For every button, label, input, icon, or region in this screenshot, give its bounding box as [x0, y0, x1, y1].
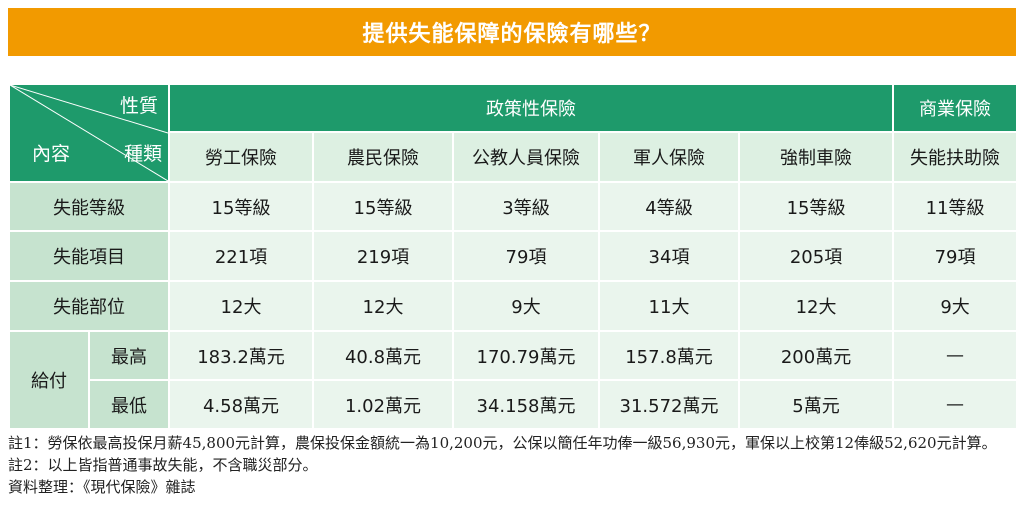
table-cell: 40.8萬元: [312, 330, 454, 381]
table-cell: 183.2萬元: [168, 330, 314, 381]
page-title: 提供失能保障的保險有哪些？: [362, 22, 662, 47]
column-header: 農民保險: [312, 131, 454, 183]
row-label-disability-parts: 失能部位: [8, 280, 170, 332]
table-cell: 12大: [168, 280, 314, 332]
table-cell: 9大: [892, 280, 1019, 332]
table-cell: 200萬元: [737, 330, 895, 381]
source-note: 資料整理：《現代保險》雜誌: [8, 478, 196, 496]
table-cell: 34項: [598, 230, 740, 282]
insurance-table: 性質 種類 內容 政策性保險 商業保險 勞工保險 農民保險 公教人員保險 軍人保…: [8, 83, 1019, 430]
row-label-disability-items: 失能項目: [8, 230, 170, 282]
table-row: 失能部位 12大 12大 9大 11大 12大 9大: [8, 280, 1019, 332]
table-cell: 170.79萬元: [452, 330, 600, 381]
table-row: 失能項目 221項 219項 79項 34項 205項 79項: [8, 230, 1019, 282]
row-label-payout: 給付: [8, 330, 90, 430]
table-cell: 15等級: [168, 181, 314, 232]
table-cell: 11等級: [892, 181, 1019, 232]
table-row: 給付 最高 183.2萬元 40.8萬元 170.79萬元 157.8萬元 20…: [8, 330, 1019, 430]
table-cell: 205項: [737, 230, 895, 282]
column-header: 公教人員保險: [452, 131, 600, 183]
table-cell: 34.158萬元: [452, 379, 600, 430]
table-cell: 1.02萬元: [312, 379, 454, 430]
table-cell: 219項: [312, 230, 454, 282]
corner-content-label: 內容: [32, 143, 71, 165]
column-header: 軍人保險: [598, 131, 740, 183]
footnote-2: 註2：以上皆指普通事故失能，不含職災部分。: [8, 456, 318, 474]
table-cell: 3等級: [452, 181, 600, 232]
table-cell: 31.572萬元: [598, 379, 740, 430]
corner-nature-label: 性質: [119, 95, 158, 117]
table-cell: 157.8萬元: [598, 330, 740, 381]
table-cell: 221項: [168, 230, 314, 282]
title-banner: 提供失能保障的保險有哪些？: [8, 8, 1016, 56]
table-cell: 79項: [892, 230, 1019, 282]
table-cell: 15等級: [737, 181, 895, 232]
table-cell: 4等級: [598, 181, 740, 232]
table-cell: 11大: [598, 280, 740, 332]
corner-type-label: 種類: [123, 143, 162, 165]
row-label-payout-max: 最高: [88, 330, 170, 381]
table-cell: 79項: [452, 230, 600, 282]
table-cell: 12大: [737, 280, 895, 332]
table-row: 失能等級 15等級 15等級 3等級 4等級 15等級 11等級: [8, 181, 1019, 232]
table-cell: —: [892, 379, 1019, 430]
table-cell: 9大: [452, 280, 600, 332]
column-header: 失能扶助險: [892, 131, 1019, 183]
table-cell: 12大: [312, 280, 454, 332]
group-commercial-insurance: 商業保險: [892, 83, 1019, 133]
row-label-payout-min: 最低: [88, 379, 170, 430]
group-policy-insurance: 政策性保險: [167, 83, 895, 133]
table-cell: 5萬元: [737, 379, 895, 430]
column-header: 勞工保險: [168, 131, 314, 183]
footnote-1: 註1：勞保依最高投保月薪45,800元計算，農保投保金額統一為10,200元，公…: [8, 434, 997, 452]
table-cell: —: [892, 330, 1019, 381]
table-cell: 4.58萬元: [168, 379, 314, 430]
row-label-disability-level: 失能等級: [8, 181, 170, 232]
column-header: 強制車險: [737, 131, 895, 183]
footnotes: 註1：勞保依最高投保月薪45,800元計算，農保投保金額統一為10,200元，公…: [8, 432, 1018, 498]
corner-diagonals: [10, 85, 168, 181]
table-row: 最低 4.58萬元 1.02萬元 34.158萬元 31.572萬元 5萬元 —: [9, 379, 1019, 430]
table-cell: 15等級: [312, 181, 454, 232]
header-corner-cell: 性質 種類 內容: [8, 83, 170, 183]
